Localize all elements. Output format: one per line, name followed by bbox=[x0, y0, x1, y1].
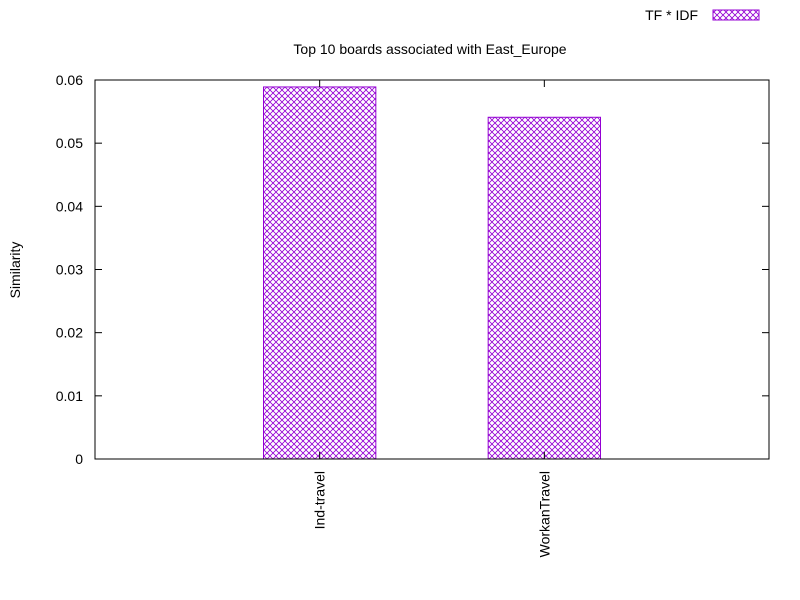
legend-label: TF * IDF bbox=[645, 7, 698, 23]
y-axis-label: Similarity bbox=[7, 242, 23, 299]
y-tick-label: 0.06 bbox=[56, 72, 83, 88]
legend: TF * IDF bbox=[645, 7, 760, 23]
y-tick-label: 0.02 bbox=[56, 325, 83, 341]
x-tick-label: WorkanTravel bbox=[536, 471, 552, 557]
y-tick-label: 0 bbox=[75, 451, 83, 467]
y-tick-label: 0.03 bbox=[56, 262, 83, 278]
y-tick-label: 0.01 bbox=[56, 388, 83, 404]
chart-title: Top 10 boards associated with East_Europ… bbox=[293, 41, 566, 57]
legend-swatch bbox=[712, 9, 760, 21]
bar-ind-travel bbox=[263, 86, 377, 460]
plot-frame bbox=[94, 79, 770, 460]
x-tick-label: Ind-travel bbox=[312, 471, 328, 529]
y-tick-label: 0.05 bbox=[56, 135, 83, 151]
y-tick-label: 0.04 bbox=[56, 198, 83, 214]
bar-workantravel bbox=[487, 116, 601, 460]
